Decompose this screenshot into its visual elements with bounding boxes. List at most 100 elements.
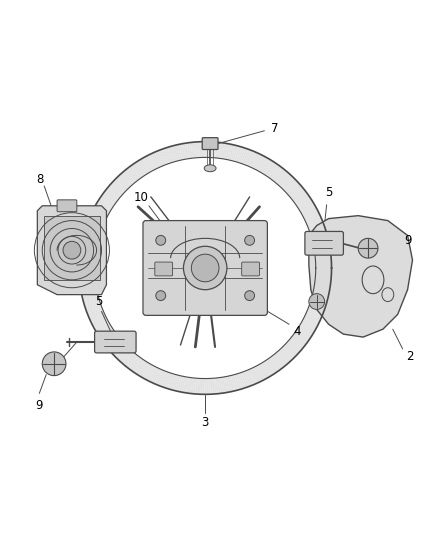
Polygon shape — [109, 340, 122, 351]
Polygon shape — [167, 374, 174, 389]
Polygon shape — [87, 222, 102, 230]
Polygon shape — [79, 278, 95, 281]
Polygon shape — [220, 377, 225, 393]
Polygon shape — [79, 253, 95, 257]
Polygon shape — [314, 282, 331, 286]
Polygon shape — [229, 376, 234, 391]
Polygon shape — [310, 229, 326, 236]
Polygon shape — [166, 147, 172, 163]
Polygon shape — [264, 161, 274, 175]
Polygon shape — [288, 340, 301, 352]
Polygon shape — [99, 328, 113, 338]
FancyBboxPatch shape — [202, 138, 218, 149]
Polygon shape — [239, 148, 246, 163]
Polygon shape — [260, 158, 269, 173]
Polygon shape — [205, 142, 207, 157]
Polygon shape — [129, 356, 140, 370]
Polygon shape — [138, 362, 148, 376]
Polygon shape — [311, 299, 326, 305]
Polygon shape — [309, 225, 325, 232]
Polygon shape — [201, 378, 203, 394]
Polygon shape — [80, 251, 95, 255]
Polygon shape — [142, 158, 152, 172]
Ellipse shape — [204, 165, 216, 172]
Polygon shape — [281, 176, 293, 189]
Polygon shape — [315, 260, 332, 263]
Polygon shape — [273, 168, 284, 182]
Polygon shape — [217, 142, 221, 158]
Polygon shape — [164, 373, 170, 388]
Polygon shape — [85, 228, 100, 235]
Polygon shape — [283, 179, 296, 191]
Polygon shape — [105, 335, 118, 346]
Polygon shape — [89, 311, 104, 319]
Polygon shape — [111, 182, 124, 194]
Polygon shape — [314, 284, 330, 288]
Polygon shape — [264, 360, 274, 375]
Polygon shape — [314, 248, 330, 252]
Polygon shape — [278, 173, 290, 186]
Polygon shape — [247, 151, 255, 166]
Polygon shape — [195, 378, 198, 394]
Polygon shape — [236, 374, 242, 390]
Polygon shape — [301, 205, 316, 215]
Polygon shape — [117, 347, 129, 360]
Polygon shape — [195, 142, 198, 158]
Text: 4: 4 — [293, 325, 301, 338]
Polygon shape — [257, 365, 266, 380]
Polygon shape — [106, 336, 120, 348]
Polygon shape — [313, 292, 328, 297]
Polygon shape — [296, 195, 310, 206]
Text: 2: 2 — [406, 350, 413, 364]
Polygon shape — [79, 271, 95, 273]
Polygon shape — [240, 372, 247, 387]
Polygon shape — [91, 314, 106, 323]
Polygon shape — [131, 165, 141, 179]
Polygon shape — [79, 274, 95, 277]
Polygon shape — [244, 150, 251, 165]
Polygon shape — [90, 313, 105, 321]
Polygon shape — [213, 142, 217, 158]
Polygon shape — [84, 300, 100, 306]
Polygon shape — [120, 349, 131, 362]
Polygon shape — [179, 144, 184, 160]
Polygon shape — [313, 238, 328, 244]
Polygon shape — [37, 206, 106, 295]
Polygon shape — [126, 354, 137, 367]
Polygon shape — [44, 216, 99, 280]
Polygon shape — [304, 212, 319, 221]
Polygon shape — [92, 209, 107, 219]
Polygon shape — [80, 285, 96, 289]
Polygon shape — [142, 364, 152, 378]
Polygon shape — [293, 190, 306, 201]
Polygon shape — [85, 301, 100, 308]
Polygon shape — [79, 272, 95, 275]
Polygon shape — [208, 378, 211, 394]
Polygon shape — [127, 167, 138, 181]
Polygon shape — [311, 297, 327, 303]
Polygon shape — [206, 378, 208, 394]
Polygon shape — [305, 313, 320, 322]
Polygon shape — [290, 187, 304, 199]
Polygon shape — [242, 372, 250, 387]
Polygon shape — [274, 353, 286, 367]
Polygon shape — [166, 373, 172, 389]
Polygon shape — [87, 221, 103, 228]
Polygon shape — [315, 277, 331, 280]
Polygon shape — [170, 374, 176, 390]
Polygon shape — [229, 144, 234, 160]
Polygon shape — [302, 207, 317, 216]
Polygon shape — [286, 181, 298, 193]
Polygon shape — [306, 216, 321, 224]
Polygon shape — [316, 268, 332, 270]
Text: 5: 5 — [325, 187, 332, 199]
Polygon shape — [254, 155, 262, 169]
Polygon shape — [289, 185, 302, 197]
Polygon shape — [220, 143, 225, 159]
Polygon shape — [91, 212, 106, 220]
Polygon shape — [181, 143, 186, 159]
Polygon shape — [309, 304, 325, 311]
Polygon shape — [102, 333, 117, 343]
Polygon shape — [217, 378, 221, 394]
Polygon shape — [303, 318, 318, 327]
